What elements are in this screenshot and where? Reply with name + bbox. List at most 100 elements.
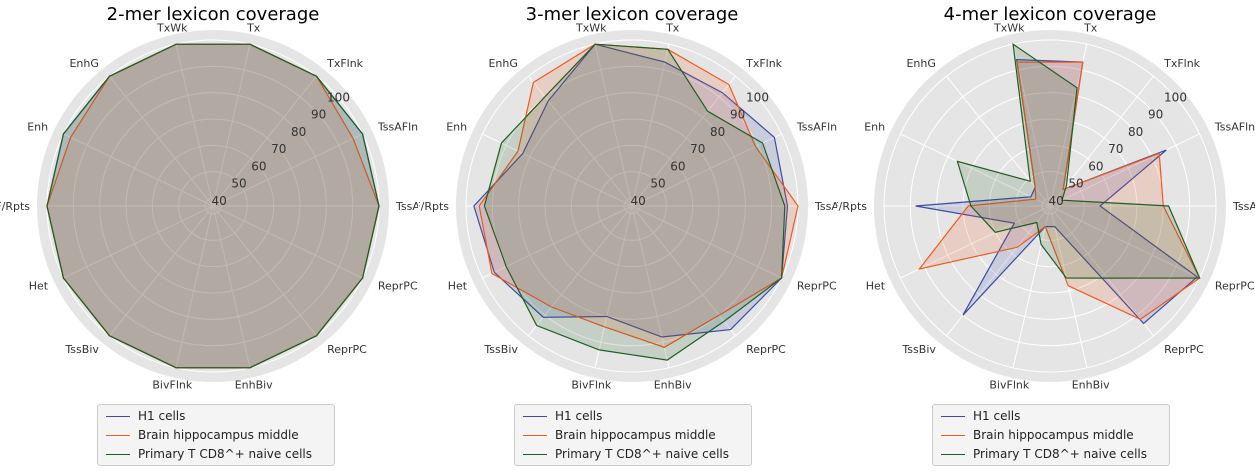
category-label: EnhBiv <box>1072 378 1110 391</box>
radial-tick-label: 70 <box>271 142 286 156</box>
category-label: TssAFlnk <box>377 121 418 134</box>
category-label: EnhBiv <box>654 378 692 391</box>
legend-item: Primary T CD8^+ naive cells <box>523 445 729 463</box>
panel-4mer: 4-mer lexicon coverage 40 50 60 70 80 90 100 Ts… <box>837 0 1255 471</box>
angular-gridline <box>594 205 633 368</box>
angular-gridline <box>482 133 633 207</box>
angular-gridline <box>631 205 782 279</box>
legend: H1 cells Brain hippocampus middle Primar… <box>97 404 335 466</box>
angular-gridline <box>212 205 363 279</box>
series-area <box>483 43 786 361</box>
angular-gridline <box>631 44 670 207</box>
category-label: Het <box>866 279 886 292</box>
category-label: TxWk <box>993 22 1025 35</box>
legend-label: Primary T CD8^+ naive cells <box>973 447 1147 461</box>
panel-3mer: 3-mer lexicon coverage 40 50 60 70 80 90 100 Ts… <box>419 0 837 471</box>
radial-tick-label: 50 <box>1068 177 1083 191</box>
angular-gridline <box>900 133 1051 207</box>
legend-label: Brain hippocampus middle <box>555 428 716 442</box>
legend: H1 cells Brain hippocampus middle Primar… <box>514 404 752 466</box>
angular-gridline <box>109 75 214 207</box>
series-area <box>46 43 380 369</box>
category-label: ReprPC <box>1164 343 1204 356</box>
series-area <box>478 43 799 348</box>
series-area <box>956 42 1201 279</box>
category-label: ReprPC <box>327 343 367 356</box>
angular-gridline <box>1049 133 1200 207</box>
angular-gridline <box>175 205 214 368</box>
chart-title: 3-mer lexicon coverage <box>526 4 739 25</box>
category-label: TssA <box>1232 200 1255 213</box>
legend-item: H1 cells <box>941 407 1020 425</box>
category-label: TxFlnk <box>1163 57 1201 70</box>
category-label: ReprPCWk <box>1215 279 1255 292</box>
angular-gridline <box>1049 75 1154 207</box>
angular-gridline <box>63 133 214 207</box>
category-label: TssA <box>814 200 837 213</box>
legend-item: H1 cells <box>106 407 185 425</box>
radial-tick-label: 70 <box>1108 142 1123 156</box>
category-label: EnhG <box>488 57 517 70</box>
legend-item: Brain hippocampus middle <box>941 426 1134 444</box>
angular-gridline <box>212 44 251 207</box>
legend-swatch <box>523 415 547 417</box>
category-label: TxFlnk <box>326 57 364 70</box>
chart-title: 2-mer lexicon coverage <box>107 4 320 25</box>
angular-gridline <box>631 205 670 368</box>
radial-tick-label: 80 <box>1128 125 1143 139</box>
radial-tick-label: 100 <box>746 90 769 104</box>
category-label: TxWk <box>156 22 188 35</box>
category-label: ReprPCWk <box>378 279 418 292</box>
angular-gridline <box>212 75 317 207</box>
angular-gridline <box>1049 44 1088 207</box>
legend-swatch <box>106 434 130 436</box>
angular-gridline <box>528 205 633 337</box>
angular-gridline <box>631 75 736 207</box>
category-label: Enh <box>864 121 885 134</box>
legend-label: Primary T CD8^+ naive cells <box>138 447 312 461</box>
category-label: Enh <box>27 121 48 134</box>
category-label: BivFlnk <box>571 378 611 391</box>
legend-swatch <box>106 415 130 417</box>
legend-swatch <box>523 453 547 455</box>
panel-2mer: 2-mer lexicon coverage 40 50 60 70 80 90 100 Ts… <box>0 0 418 471</box>
radial-tick-label: 70 <box>690 142 705 156</box>
category-label: TssBiv <box>483 343 518 356</box>
category-label: TssAFlnk <box>796 121 837 134</box>
radial-tick-label: 60 <box>251 159 266 173</box>
radial-tick-label: 80 <box>710 125 725 139</box>
radial-tick-label: 50 <box>650 177 665 191</box>
angular-gridline <box>594 44 633 207</box>
legend-item: Primary T CD8^+ naive cells <box>941 445 1147 463</box>
radial-tick-label: 90 <box>730 108 745 122</box>
category-label: EnhG <box>906 57 935 70</box>
category-label: Tx <box>665 22 680 35</box>
category-label: BivFlnk <box>152 378 192 391</box>
category-label: Enh <box>446 121 467 134</box>
category-label: ReprPC <box>746 343 786 356</box>
legend-item: Brain hippocampus middle <box>523 426 716 444</box>
legend-label: Primary T CD8^+ naive cells <box>555 447 729 461</box>
category-label: ZNF/Rpts <box>419 200 449 213</box>
category-label: ReprPCWk <box>797 279 837 292</box>
radial-tick-label: 60 <box>1088 159 1103 173</box>
angular-gridline <box>1049 205 1200 279</box>
category-label: TxFlnk <box>745 57 783 70</box>
category-label: Tx <box>1083 22 1098 35</box>
radial-tick-label: 50 <box>231 177 246 191</box>
category-label: ZNF/Rpts <box>0 200 30 213</box>
category-label: ZNF/Rpts <box>837 200 867 213</box>
legend-swatch <box>523 434 547 436</box>
angular-gridline <box>1049 205 1088 368</box>
category-label: TssBiv <box>901 343 936 356</box>
angular-gridline <box>1049 205 1154 337</box>
angular-gridline <box>175 44 214 207</box>
radial-tick-label: 60 <box>670 159 685 173</box>
legend-label: H1 cells <box>555 409 603 423</box>
